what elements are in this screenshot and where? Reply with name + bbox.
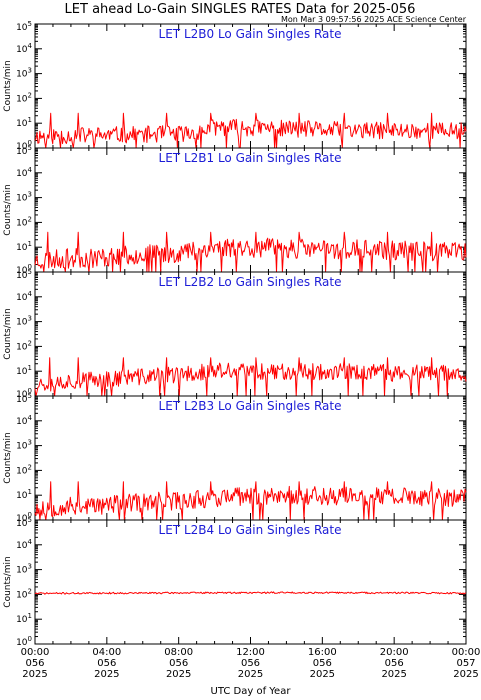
generated-timestamp: Mon Mar 3 09:57:56 2025 ACE Science Cent… [281, 15, 467, 24]
x-tick-label-year: 2025 [453, 669, 478, 680]
y-tick-label: 105 [16, 144, 32, 157]
y-axis-label: Counts/min [3, 184, 13, 235]
series-line [34, 481, 467, 521]
y-tick-label: 101 [16, 240, 32, 253]
plot-frame [34, 519, 467, 645]
y-tick-label: 105 [16, 392, 32, 405]
y-tick-label: 100 [16, 387, 32, 400]
x-tick-label-time: 08:00 [164, 647, 193, 658]
series-line [34, 357, 467, 397]
x-tick-label-doy: 056 [241, 658, 260, 669]
x-tick-label-year: 2025 [310, 669, 335, 680]
x-tick-label-doy: 056 [313, 658, 332, 669]
y-tick-label: 102 [16, 215, 32, 228]
chart-panel-1: 100 101 102 103 104 105 Counts/min LET L2B1 Lo … [3, 144, 467, 276]
y-tick-label: 102 [16, 463, 32, 476]
y-tick-label: 101 [16, 612, 32, 625]
y-tick-label: 103 [16, 191, 32, 204]
panel-title: LET L2B1 Lo Gain Singles Rate [159, 151, 342, 165]
y-axis-label: Counts/min [3, 556, 13, 607]
x-tick-label-time: 12:00 [236, 647, 265, 658]
panel-title: LET L2B4 Lo Gain Singles Rate [159, 523, 342, 537]
x-tick-label-year: 2025 [22, 669, 47, 680]
x-tick-label-year: 2025 [166, 669, 191, 680]
y-tick-label: 101 [16, 116, 32, 129]
series-line [34, 112, 467, 149]
y-tick-label: 104 [16, 538, 32, 551]
x-tick-label-time: 20:00 [380, 647, 409, 658]
x-tick-label-time: 16:00 [308, 647, 337, 658]
y-tick-label: 100 [16, 263, 32, 276]
y-axis-label: Counts/min [3, 60, 13, 111]
y-tick-label: 100 [16, 511, 32, 524]
chart-panel-0: 100 101 102 103 104 105 Counts/min LET L2B0 Lo … [3, 20, 467, 152]
panel-title: LET L2B3 Lo Gain Singles Rate [159, 399, 342, 413]
y-tick-label: 103 [16, 439, 32, 452]
figure-title: LET ahead Lo-Gain SINGLES RATES Data for… [65, 2, 416, 17]
y-tick-label: 100 [16, 139, 32, 152]
x-tick-label-doy: 056 [97, 658, 116, 669]
y-tick-label: 103 [16, 315, 32, 328]
chart-panel-3: 100 101 102 103 104 105 Counts/min LET L2B3 Lo … [3, 392, 467, 524]
x-axis-label: UTC Day of Year [211, 686, 292, 697]
x-tick-label-time: 00:00 [452, 647, 481, 658]
x-tick-label-doy: 056 [169, 658, 188, 669]
y-axis-label: Counts/min [3, 432, 13, 483]
x-tick-label-year: 2025 [238, 669, 263, 680]
y-tick-label: 104 [16, 290, 32, 303]
chart-panel-4: 100 101 102 103 104 105 Counts/min LET L2B4 Lo … [3, 516, 467, 648]
y-tick-label: 104 [16, 414, 32, 427]
y-tick-label: 105 [16, 516, 32, 529]
y-tick-label: 101 [16, 488, 32, 501]
panel-title: LET L2B0 Lo Gain Singles Rate [159, 27, 342, 41]
y-tick-label: 105 [16, 268, 32, 281]
y-axis-label: Counts/min [3, 308, 13, 359]
x-tick-label-doy: 057 [456, 658, 475, 669]
series-line [34, 591, 467, 595]
panels: 100 101 102 103 104 105 Counts/min LET L2B0 Lo … [3, 20, 467, 648]
x-tick-label-year: 2025 [94, 669, 119, 680]
y-tick-label: 103 [16, 563, 32, 576]
y-tick-label: 102 [16, 91, 32, 104]
y-tick-label: 105 [16, 20, 32, 33]
y-tick-label: 100 [16, 635, 32, 648]
x-tick-label-year: 2025 [381, 669, 406, 680]
y-tick-label: 104 [16, 42, 32, 55]
chart-panel-2: 100 101 102 103 104 105 Counts/min LET L2B2 Lo … [3, 268, 467, 400]
x-tick-label-time: 00:00 [21, 647, 50, 658]
y-tick-label: 102 [16, 339, 32, 352]
y-tick-label: 103 [16, 67, 32, 80]
y-tick-label: 102 [16, 587, 32, 600]
x-axis: 00:00056202504:00056202508:00056202512:0… [21, 647, 481, 697]
y-tick-label: 104 [16, 166, 32, 179]
x-tick-label-doy: 056 [385, 658, 404, 669]
y-tick-label: 101 [16, 364, 32, 377]
series-line [34, 231, 467, 273]
x-tick-label-doy: 056 [25, 658, 44, 669]
panel-title: LET L2B2 Lo Gain Singles Rate [159, 275, 342, 289]
x-tick-label-time: 04:00 [92, 647, 121, 658]
